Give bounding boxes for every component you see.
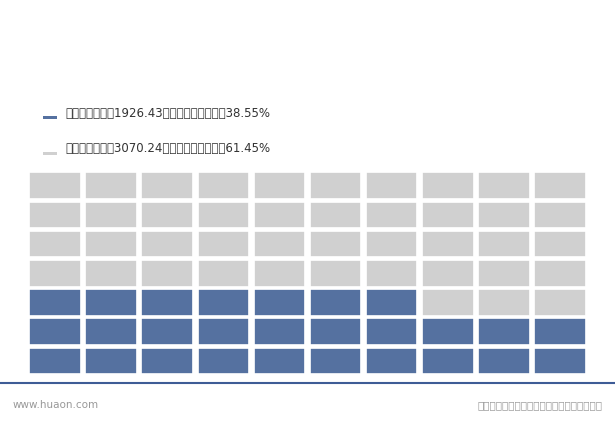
- Bar: [85, 173, 137, 199]
- Bar: [366, 290, 418, 316]
- Bar: [197, 173, 249, 199]
- Bar: [422, 260, 474, 287]
- Bar: [534, 319, 586, 345]
- Bar: [253, 173, 305, 199]
- Bar: [197, 260, 249, 287]
- Bar: [17, 8, 19, 32]
- Bar: [253, 348, 305, 374]
- Bar: [534, 260, 586, 287]
- Bar: [366, 202, 418, 229]
- Bar: [534, 202, 586, 229]
- Bar: [85, 319, 137, 345]
- Bar: [534, 173, 586, 199]
- Bar: [85, 348, 137, 374]
- Bar: [141, 173, 193, 199]
- Text: 华经情报网: 华经情报网: [28, 14, 65, 27]
- Bar: [478, 319, 530, 345]
- Bar: [422, 231, 474, 258]
- Text: 本年新签合同额1926.43亿元，占签订合同的38.55%: 本年新签合同额1926.43亿元，占签订合同的38.55%: [66, 106, 271, 119]
- Text: 上年结转合同额3070.24亿元，占签订合同的61.45%: 上年结转合同额3070.24亿元，占签订合同的61.45%: [66, 142, 271, 155]
- Bar: [9, 8, 14, 32]
- Bar: [29, 173, 81, 199]
- Text: 2024年1-9月甘肃建筑业企业签订合同金额结构: 2024年1-9月甘肃建筑业企业签订合同金额结构: [175, 56, 440, 74]
- Bar: [85, 260, 137, 287]
- Bar: [253, 290, 305, 316]
- Bar: [366, 231, 418, 258]
- Bar: [478, 173, 530, 199]
- Bar: [422, 173, 474, 199]
- Bar: [422, 290, 474, 316]
- Bar: [534, 348, 586, 374]
- Bar: [478, 231, 530, 258]
- Bar: [478, 260, 530, 287]
- Bar: [478, 290, 530, 316]
- Bar: [422, 202, 474, 229]
- Bar: [197, 290, 249, 316]
- Bar: [422, 319, 474, 345]
- Bar: [366, 348, 418, 374]
- Bar: [197, 348, 249, 374]
- Bar: [422, 348, 474, 374]
- Bar: [253, 202, 305, 229]
- Bar: [310, 290, 362, 316]
- Bar: [534, 290, 586, 316]
- Bar: [29, 231, 81, 258]
- Bar: [197, 202, 249, 229]
- Bar: [197, 319, 249, 345]
- Bar: [29, 290, 81, 316]
- Text: 数据来源：国家统计局；华经产业研究院整理: 数据来源：国家统计局；华经产业研究院整理: [478, 399, 603, 409]
- Bar: [366, 260, 418, 287]
- Text: www.huaon.com: www.huaon.com: [12, 399, 98, 409]
- Bar: [310, 173, 362, 199]
- Bar: [197, 231, 249, 258]
- Bar: [29, 260, 81, 287]
- Text: 专业严谨 • 客观科学: 专业严谨 • 客观科学: [521, 14, 597, 27]
- Bar: [29, 319, 81, 345]
- Bar: [141, 319, 193, 345]
- Bar: [141, 202, 193, 229]
- Bar: [310, 260, 362, 287]
- Bar: [534, 231, 586, 258]
- Bar: [141, 348, 193, 374]
- Bar: [253, 319, 305, 345]
- Bar: [478, 202, 530, 229]
- Bar: [253, 260, 305, 287]
- Bar: [29, 348, 81, 374]
- Bar: [310, 348, 362, 374]
- Bar: [141, 290, 193, 316]
- Bar: [141, 260, 193, 287]
- Bar: [29, 202, 81, 229]
- Bar: [141, 231, 193, 258]
- Bar: [43, 117, 57, 120]
- Bar: [366, 173, 418, 199]
- Bar: [478, 348, 530, 374]
- Bar: [310, 202, 362, 229]
- Bar: [366, 319, 418, 345]
- Bar: [310, 231, 362, 258]
- Bar: [85, 231, 137, 258]
- Bar: [253, 231, 305, 258]
- Bar: [85, 290, 137, 316]
- Bar: [43, 153, 57, 156]
- Bar: [85, 202, 137, 229]
- Bar: [310, 319, 362, 345]
